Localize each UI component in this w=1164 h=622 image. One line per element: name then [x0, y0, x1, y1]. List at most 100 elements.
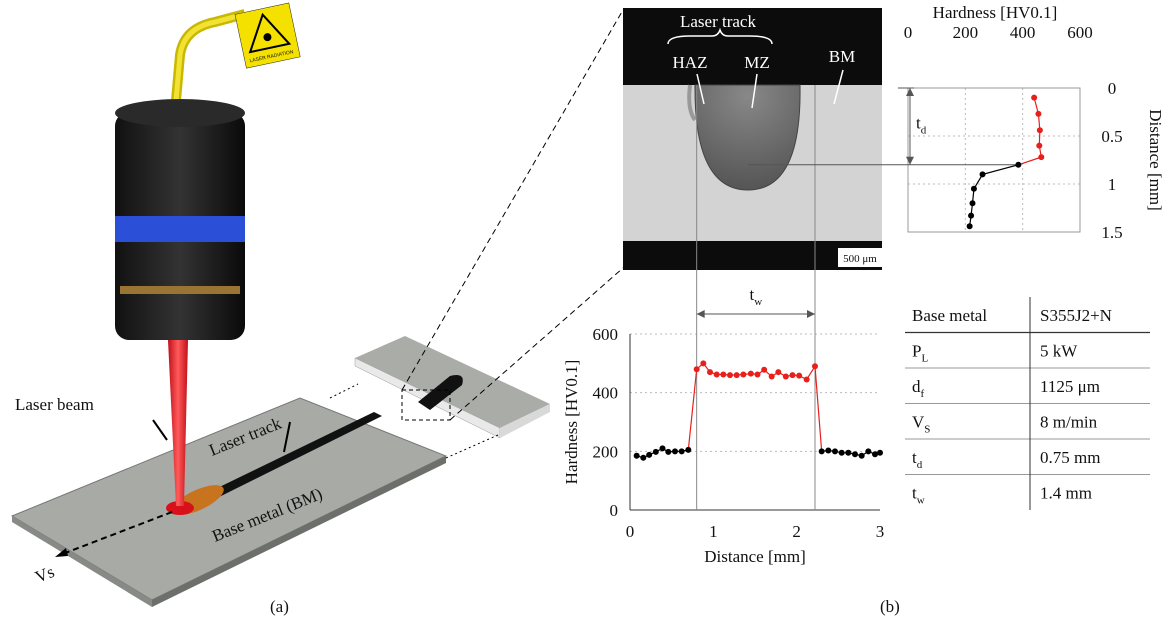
data-point: [646, 452, 652, 458]
micrograph-label: BM: [829, 47, 855, 66]
data-point: [980, 171, 986, 177]
fiber: [175, 14, 245, 112]
y-tick-label: 200: [593, 442, 619, 461]
data-point: [653, 449, 659, 455]
table-cell: tw: [912, 484, 925, 507]
data-point: [865, 448, 871, 454]
data-point: [971, 186, 977, 192]
plate: [12, 398, 446, 600]
table-cell: S355J2+N: [1040, 306, 1112, 325]
y-tick-label: 600: [593, 325, 619, 344]
pointer: [153, 420, 167, 440]
x-tick-label: 600: [1067, 23, 1093, 42]
data-point: [775, 369, 781, 375]
data-point: [685, 447, 691, 453]
table-cell: VS: [912, 413, 930, 436]
table-cell: PL: [912, 342, 928, 365]
y-tick-label: 0: [1108, 79, 1117, 98]
data-point: [665, 449, 671, 455]
data-point: [967, 223, 973, 229]
link-line: [330, 384, 358, 398]
data-point: [877, 450, 883, 456]
parameter-table: Base metal S355J2+N PL 5 kW df 1125 μm VS 8 m/m…: [905, 297, 1150, 510]
plot-frame: [908, 88, 1080, 232]
annotation: td: [916, 114, 927, 137]
table-cell: Base metal: [912, 306, 987, 325]
data-point: [970, 200, 976, 206]
data-point: [634, 453, 640, 459]
data-point: [783, 374, 789, 380]
link-line: [446, 435, 498, 458]
data-point: [755, 371, 761, 377]
data-point: [859, 453, 865, 459]
y-tick-label: 1: [1108, 175, 1117, 194]
x-tick-label: 400: [1010, 23, 1036, 42]
data-point: [748, 371, 754, 377]
table-cell: 8 m/min: [1040, 413, 1098, 432]
table-cell-main: P: [912, 342, 921, 361]
x-axis-label: Hardness [HV0.1]: [933, 3, 1058, 22]
annotation: tw: [749, 285, 762, 308]
y-tick-label: 400: [593, 384, 619, 403]
x-tick-label: 0: [904, 23, 913, 42]
table-cell-sub: L: [921, 353, 928, 365]
data-point: [1035, 111, 1041, 117]
scale-bar: 500 μm: [843, 253, 877, 265]
x-axis-label: Distance [mm]: [704, 547, 806, 566]
data-point: [727, 372, 733, 378]
table-cell: 5 kW: [1040, 342, 1078, 361]
table-cell: df: [912, 377, 925, 400]
connector: [1018, 157, 1041, 165]
arrow-head: [807, 310, 815, 318]
data-point: [825, 447, 831, 453]
table-cell-sub: S: [924, 424, 930, 436]
data-point: [700, 360, 706, 366]
laser-head-top: [115, 99, 245, 127]
y-axis-label: Distance [mm]: [1146, 109, 1164, 211]
data-point: [1036, 143, 1042, 149]
y-tick-label: 1.5: [1101, 223, 1122, 242]
micrograph-label: Laser track: [680, 12, 756, 31]
data-point: [1015, 162, 1021, 168]
table-cell: 1.4 mm: [1040, 484, 1092, 503]
x-tick-label: 3: [876, 522, 885, 541]
data-point: [640, 455, 646, 461]
data-point: [720, 371, 726, 377]
micrograph-label: MZ: [744, 53, 770, 72]
data-point: [968, 213, 974, 219]
arrow-head: [697, 310, 705, 318]
series-line: [970, 165, 1019, 226]
panel-label: (a): [270, 597, 289, 616]
table-cell: 1125 μm: [1040, 377, 1100, 396]
panel-label: (b): [880, 597, 900, 616]
data-point: [672, 448, 678, 454]
data-point: [769, 374, 775, 380]
label: Vs: [32, 562, 57, 587]
micrograph-label: HAZ: [673, 53, 708, 72]
table-cell: td: [912, 448, 923, 471]
data-point: [761, 367, 767, 373]
data-point: [1031, 95, 1037, 101]
zoom-line: [402, 10, 623, 390]
data-point: [790, 372, 796, 378]
y-axis-label: Hardness [HV0.1]: [562, 360, 581, 485]
data-point: [832, 448, 838, 454]
data-point: [740, 371, 746, 377]
annotation-sub: w: [754, 296, 762, 308]
annotation-sub: d: [921, 125, 927, 137]
data-point: [845, 450, 851, 456]
micrograph: Laser track HAZ MZ BM 500 μm: [623, 8, 882, 270]
fiber: [175, 14, 245, 112]
x-tick-label: 200: [953, 23, 979, 42]
y-tick-label: 0: [610, 501, 619, 520]
y-tick-label: 0.5: [1101, 127, 1122, 146]
arrow-head: [906, 157, 914, 165]
figure: LASER RADIATION Laser beam Laser track B…: [0, 0, 1164, 622]
arrow-head: [906, 88, 914, 96]
data-point: [796, 373, 802, 379]
data-point: [694, 366, 700, 372]
table-cell-main: Base metal: [912, 306, 987, 325]
data-point: [707, 369, 713, 375]
table-cell-main: V: [912, 413, 925, 432]
x-tick-label: 1: [709, 522, 718, 541]
